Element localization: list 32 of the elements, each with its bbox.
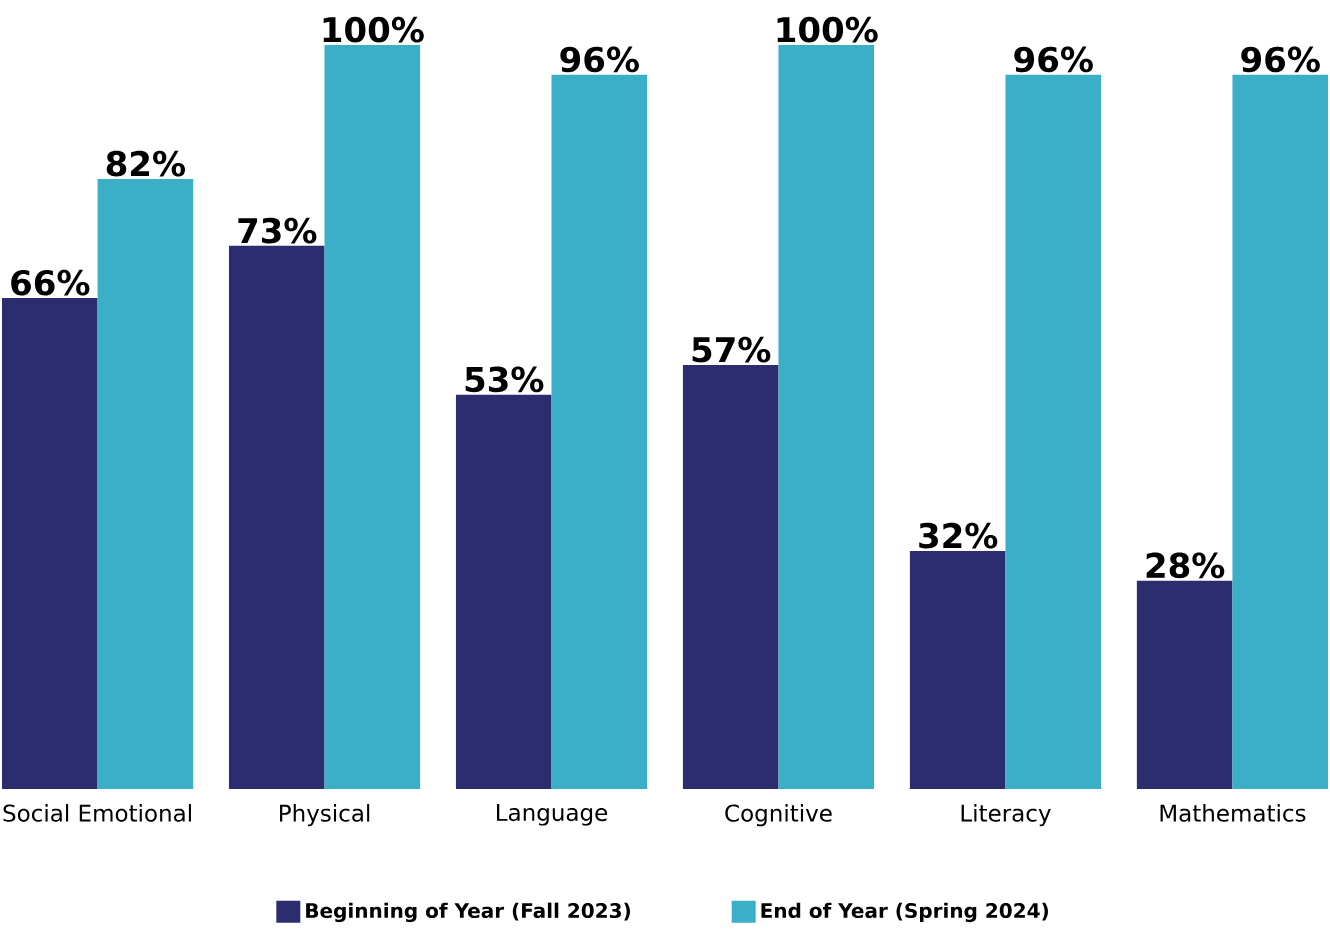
data-label: 32% — [919, 522, 998, 549]
bar — [2, 297, 98, 789]
bar — [1136, 580, 1233, 789]
bar — [909, 550, 1006, 789]
x-tick-label: Literacy — [961, 804, 1051, 827]
data-label: 100% — [777, 16, 878, 43]
bar — [324, 44, 421, 789]
data-label: 96% — [1014, 46, 1093, 73]
bar — [228, 245, 325, 789]
bar — [682, 364, 779, 789]
data-label: 53% — [465, 366, 544, 393]
data-label: 96% — [560, 46, 639, 73]
x-tick-label: Cognitive — [725, 804, 832, 827]
data-label: 73% — [238, 217, 317, 244]
legend-label: Beginning of Year (Fall 2023) — [306, 902, 630, 923]
data-label: 96% — [1241, 46, 1320, 73]
x-tick-label: Social Emotional — [3, 804, 191, 822]
data-label: 66% — [11, 269, 90, 296]
bar — [551, 74, 648, 789]
data-label: 57% — [692, 336, 771, 363]
x-tick-label: Physical — [280, 804, 370, 827]
x-tick-label: Mathematics — [1160, 804, 1306, 822]
x-tick-label: Language — [497, 804, 608, 826]
data-label: 28% — [1146, 552, 1225, 579]
bar — [1232, 74, 1328, 789]
data-label: 100% — [323, 16, 424, 43]
bar — [455, 394, 552, 789]
data-label: 82% — [106, 150, 185, 177]
legend-label: End of Year (Spring 2024) — [761, 902, 1048, 923]
bar — [778, 44, 875, 789]
bar — [1005, 74, 1102, 789]
bar — [97, 178, 194, 789]
